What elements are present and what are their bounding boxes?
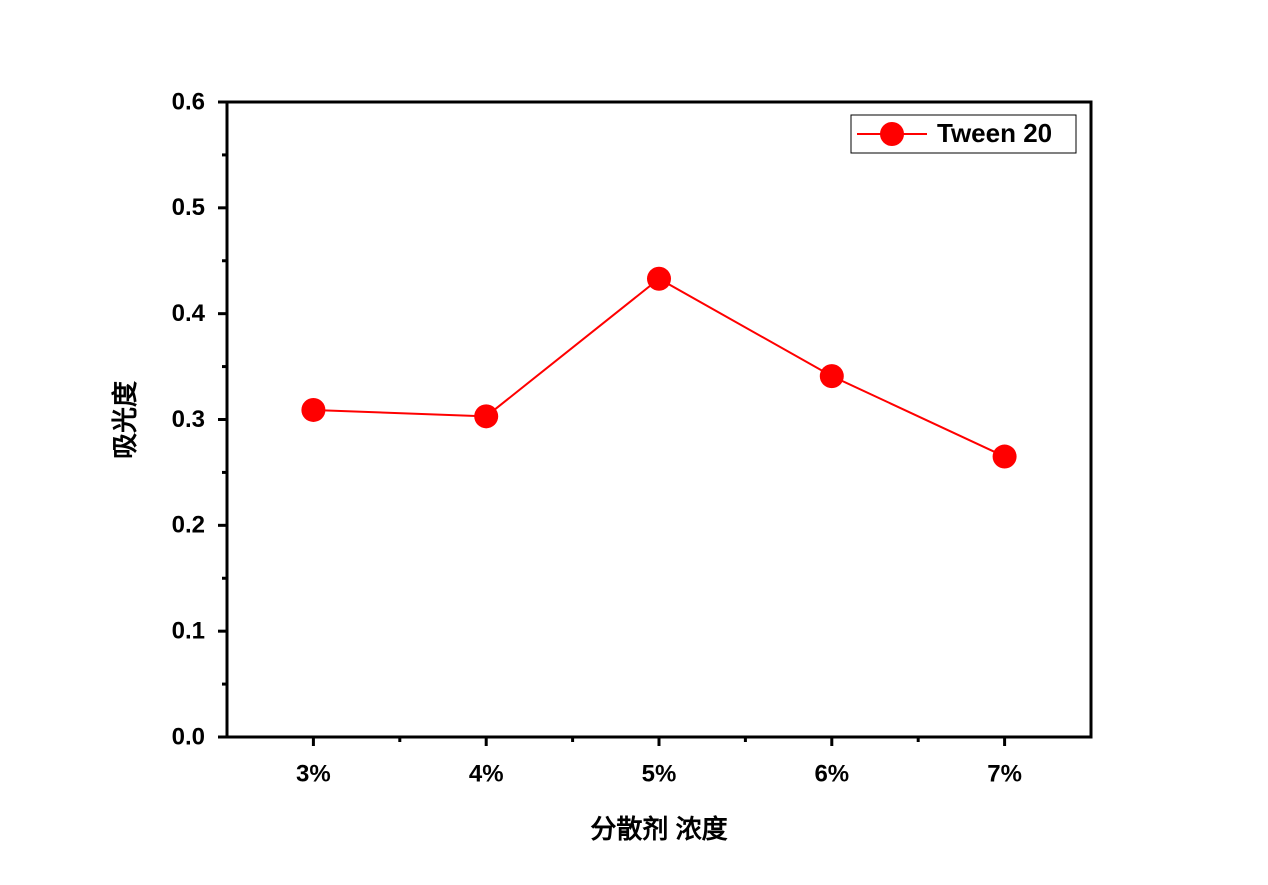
data-point	[301, 397, 326, 422]
data-point	[647, 266, 671, 291]
y-axis-title: 吸光度	[110, 381, 140, 459]
data-point	[819, 364, 844, 389]
y-tick-label: 0.2	[172, 512, 205, 539]
y-tick-label: 0.5	[172, 194, 205, 221]
data-point	[474, 404, 499, 429]
y-tick-label: 0.3	[172, 406, 205, 433]
y-tick-label: 0.4	[172, 300, 206, 327]
y-tick-label: 0.1	[172, 618, 205, 645]
x-tick-label: 7%	[987, 760, 1022, 787]
y-tick-label: 0.0	[172, 723, 205, 750]
data-point	[992, 444, 1017, 469]
plot-frame	[225, 100, 1093, 739]
legend-label: Tween 20	[937, 118, 1052, 148]
x-axis-title: 分散剂 浓度	[590, 814, 727, 844]
y-tick-label: 0.6	[172, 88, 205, 115]
x-tick-label: 4%	[469, 760, 504, 787]
x-tick-label: 5%	[642, 760, 677, 787]
x-tick-label: 3%	[296, 760, 331, 787]
x-tick-label: 6%	[814, 760, 849, 787]
legend-marker	[880, 122, 904, 146]
series-line	[313, 277, 1006, 458]
